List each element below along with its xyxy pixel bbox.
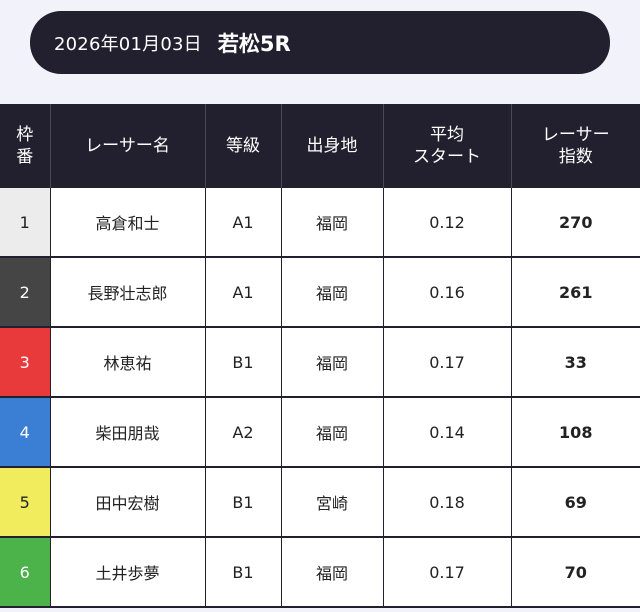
racer-index: 270 [511,188,640,258]
frame-number: 1 [0,188,51,258]
racer-avg-start: 0.14 [383,397,512,468]
header-avg-start-line1: 平均 [430,125,464,145]
table-row: 3 林恵祐 B1 福岡 0.17 33 [0,327,640,398]
header-racer-name: レーサー名 [50,104,206,188]
racer-hometown: 福岡 [281,188,384,258]
racer-grade: B1 [205,467,282,538]
header-frame: 枠 番 [0,104,51,188]
racer-index: 33 [511,327,640,398]
header-avg-start-line2: スタート [413,147,481,167]
racer-name: 土井歩夢 [50,537,206,608]
race-name: 若松5R [217,31,291,56]
table-header-row: 枠 番 レーサー名 等級 出身地 平均 スタート レーサー 指数 [0,104,640,188]
racer-avg-start: 0.12 [383,188,512,258]
table-body: 1 高倉和士 A1 福岡 0.12 270 2 長野壮志郎 A1 福岡 0.16 261 3 林恵祐 B1 福… [0,188,640,608]
racer-hometown: 福岡 [281,257,384,328]
racer-grade: A2 [205,397,282,468]
racer-grade: B1 [205,327,282,398]
racer-grade: A1 [205,257,282,328]
racer-name: 長野壮志郎 [50,257,206,328]
header-frame-line2: 番 [16,147,34,167]
racer-grade: B1 [205,537,282,608]
racer-name: 柴田朋哉 [50,397,206,468]
racer-table: 枠 番 レーサー名 等級 出身地 平均 スタート レーサー 指数 1 高倉和士 A1… [0,104,640,608]
header-grade: 等級 [205,104,282,188]
racer-name: 田中宏樹 [50,467,206,538]
racer-hometown: 福岡 [281,537,384,608]
header-racer-index: レーサー 指数 [511,104,640,188]
racer-avg-start: 0.17 [383,537,512,608]
racer-avg-start: 0.18 [383,467,512,538]
table-row: 6 土井歩夢 B1 福岡 0.17 70 [0,537,640,608]
racer-name: 林恵祐 [50,327,206,398]
racer-grade: A1 [205,188,282,258]
racer-avg-start: 0.17 [383,327,512,398]
frame-number: 2 [0,257,51,328]
racer-index: 70 [511,537,640,608]
table-row: 4 柴田朋哉 A2 福岡 0.14 108 [0,397,640,468]
racer-avg-start: 0.16 [383,257,512,328]
racer-name: 高倉和士 [50,188,206,258]
frame-number: 5 [0,467,51,538]
header-avg-start: 平均 スタート [383,104,512,188]
frame-number: 4 [0,397,51,468]
table-row: 5 田中宏樹 B1 宮崎 0.18 69 [0,467,640,538]
racer-hometown: 福岡 [281,327,384,398]
frame-number: 6 [0,537,51,608]
header-frame-line1: 枠 [16,125,34,145]
race-date: 2026年01月03日 [54,33,202,55]
header-racer-index-line2: 指数 [558,147,593,167]
racer-index: 69 [511,467,640,538]
racer-hometown: 宮崎 [281,467,384,538]
table-row: 2 長野壮志郎 A1 福岡 0.16 261 [0,257,640,328]
frame-number: 3 [0,327,51,398]
table-row: 1 高倉和士 A1 福岡 0.12 270 [0,188,640,258]
header-hometown: 出身地 [281,104,384,188]
header-racer-index-line1: レーサー [541,125,610,145]
race-title-bar: 2026年01月03日 若松5R [30,11,610,74]
racer-hometown: 福岡 [281,397,384,468]
racer-index: 108 [511,397,640,468]
racer-index: 261 [511,257,640,328]
